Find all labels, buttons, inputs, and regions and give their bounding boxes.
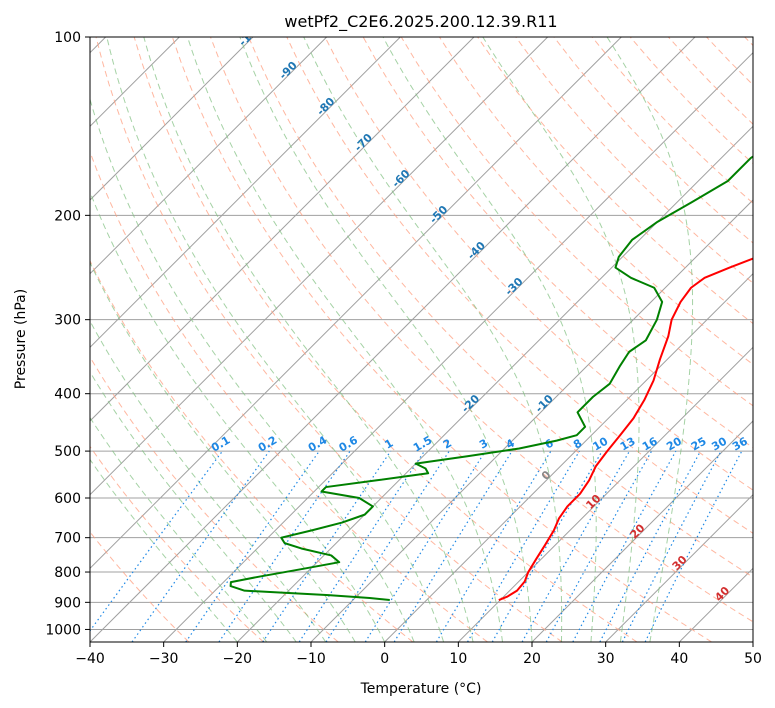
y-axis-label: Pressure (hPa) <box>13 289 29 389</box>
dewpoint-line <box>229 155 753 602</box>
y-tick-label: 800 <box>54 565 81 581</box>
isotherm-line <box>457 346 753 642</box>
mixing-ratio-line <box>298 450 425 642</box>
mixing-ratio-line <box>435 450 552 642</box>
mixing-ratio-line <box>599 450 702 642</box>
isotherm-line <box>90 37 696 642</box>
y-tick-label: 200 <box>54 208 81 224</box>
mixing-ratio-line <box>572 450 677 642</box>
x-tick-label: 20 <box>523 651 541 667</box>
mixing-ratio-line <box>218 450 351 642</box>
x-tick-label: 0 <box>380 651 389 667</box>
isotherm-line <box>90 37 622 570</box>
moist-adiabat-line <box>303 37 563 642</box>
mixing-ratio-line <box>393 450 513 642</box>
isotherm-line <box>90 37 549 496</box>
moist-adiabat-line <box>90 371 297 642</box>
moist-adiabat-line <box>90 320 327 642</box>
dry-adiabat-line <box>324 37 753 491</box>
isotherm-line <box>384 272 753 642</box>
isotherm-line <box>605 493 753 642</box>
x-tick-label: −40 <box>75 651 105 667</box>
moist-adiabat-line <box>143 37 474 642</box>
x-tick-label: 10 <box>449 651 467 667</box>
y-tick-label: 400 <box>54 387 81 403</box>
moist-adiabat-line <box>382 37 597 642</box>
moist-adiabat-line <box>239 37 533 642</box>
x-axis-label: Temperature (°C) <box>360 681 482 697</box>
y-tick-label: 700 <box>54 531 81 547</box>
axis-ticks: −40 −30 −20 −10 0 10 20 30 40 50 100 200 300 400 500 60… <box>45 30 762 667</box>
mixing-ratio-line <box>262 450 392 642</box>
y-tick-label: 600 <box>54 491 81 507</box>
isotherm-line <box>163 51 753 642</box>
isotherm-label: -100 <box>236 20 265 49</box>
isotherm-line <box>90 37 475 422</box>
dry-adiabat-line <box>90 259 414 642</box>
moist-adiabat-line <box>90 97 415 642</box>
isotherm-line <box>236 125 753 642</box>
isotherm-line <box>90 37 328 275</box>
dry-adiabat-line <box>248 37 753 578</box>
x-tick-label: −20 <box>223 651 253 667</box>
dry-adiabat-line <box>515 37 753 284</box>
x-tick-label: 40 <box>670 651 688 667</box>
y-tick-label: 300 <box>54 313 81 329</box>
temperature-line <box>498 257 753 601</box>
isotherm-line <box>90 37 401 349</box>
y-tick-label: 900 <box>54 595 81 611</box>
dry-adiabat-line <box>171 37 712 642</box>
x-tick-label: −30 <box>149 651 179 667</box>
y-tick-label: 100 <box>54 30 81 46</box>
dry-adiabat-line <box>133 37 638 642</box>
plot-frame <box>89 36 754 643</box>
mixing-ratio-line <box>364 450 486 642</box>
y-tick-label: 500 <box>54 444 81 460</box>
profile-lines <box>229 155 753 602</box>
x-tick-label: 30 <box>597 651 615 667</box>
moist-adiabat-line <box>106 37 445 642</box>
moist-adiabat-line <box>90 261 356 642</box>
moist-adiabat-line <box>90 190 386 642</box>
background-lines <box>90 37 753 642</box>
plot-area <box>90 37 753 642</box>
y-tick-label: 1000 <box>45 622 81 638</box>
moist-adiabat-line <box>90 458 238 642</box>
mixing-ratio-line <box>131 450 270 642</box>
moist-adiabat-line <box>187 37 504 642</box>
x-tick-label: 50 <box>744 651 762 667</box>
moist-adiabat-line <box>90 416 268 642</box>
isotherm-line <box>90 37 254 201</box>
x-tick-label: −10 <box>296 651 326 667</box>
chart-title: wetPf2_C2E6.2025.200.12.39.R11 <box>284 12 557 32</box>
dry-adiabat-line <box>210 37 753 623</box>
moist-adiabat-line <box>606 37 694 642</box>
isotherm-line <box>531 420 753 642</box>
mixing-ratio-line <box>325 450 450 642</box>
dry-adiabat-line <box>286 37 753 534</box>
moist-adiabat-line <box>482 37 640 642</box>
mixing-ratio-line <box>466 450 580 642</box>
dry-adiabat-line <box>90 445 264 642</box>
mixing-ratio-line <box>185 450 320 642</box>
dry-adiabat-line <box>95 37 563 642</box>
